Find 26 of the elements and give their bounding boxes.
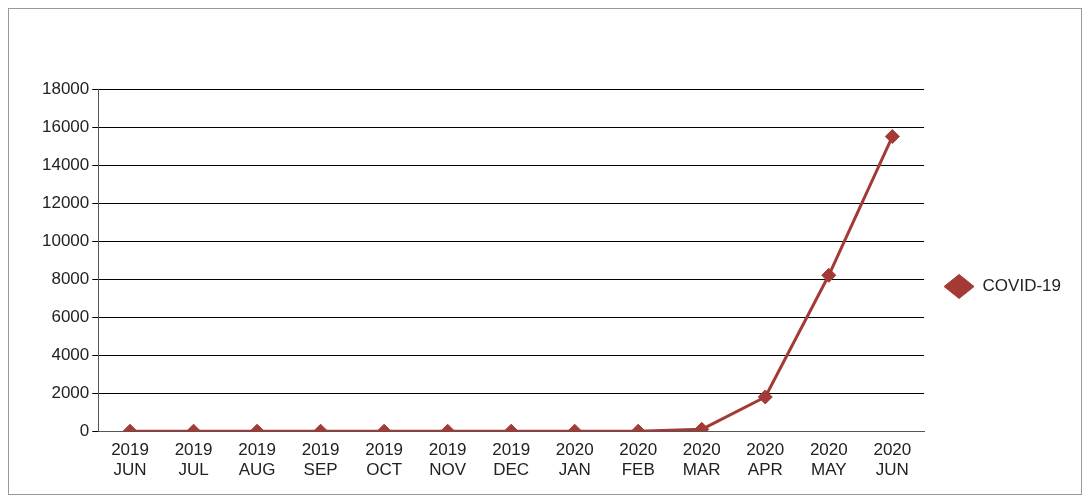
x-tick-label: 2019 DEC xyxy=(492,440,531,480)
x-tick-label: 2019 JUN xyxy=(111,440,149,480)
x-tick-label: 2019 NOV xyxy=(428,440,467,480)
legend-label: COVID-19 xyxy=(982,276,1062,296)
x-tick-label: 2019 JUL xyxy=(174,440,213,480)
x-tick-label: 2020 MAY xyxy=(809,440,848,480)
x-tick-label: 2019 SEP xyxy=(301,440,340,480)
y-tick-label: 16000 xyxy=(41,116,90,136)
y-tick-label: 18000 xyxy=(41,78,90,98)
x-tick-label: 2020 JAN xyxy=(555,440,594,480)
x-tick-label: 2020 APR xyxy=(746,440,785,480)
y-tick-label: 8000 xyxy=(51,268,90,288)
y-tick-label: 2000 xyxy=(51,382,90,402)
x-tick-label: 2020 FEB xyxy=(619,440,658,480)
y-tick-label: 10000 xyxy=(41,230,90,250)
point xyxy=(884,129,900,145)
y-tick-label: 14000 xyxy=(41,154,90,174)
x-tick-label: 2020 MAR xyxy=(682,440,721,480)
x-tick-label: 2019 OCT xyxy=(365,440,404,480)
x-tick-label: 2019 AUG xyxy=(238,440,276,480)
y-tick-label: 6000 xyxy=(51,306,90,326)
y-tick-label: 4000 xyxy=(51,344,90,364)
x-tick-label: 2020 JUN xyxy=(873,440,912,480)
point xyxy=(821,267,837,283)
y-tick-label: 0 xyxy=(79,420,90,440)
y-tick-label: 12000 xyxy=(41,192,90,212)
